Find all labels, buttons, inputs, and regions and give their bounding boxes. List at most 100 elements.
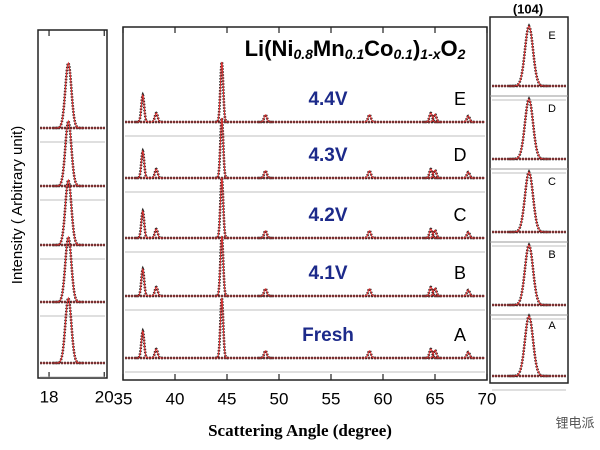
peak-observed	[149, 111, 164, 124]
title-part: Co	[364, 36, 393, 61]
peak-fit	[423, 348, 438, 359]
peak-fit	[135, 93, 150, 123]
peak-fit	[53, 61, 84, 129]
series-letter: C	[454, 205, 467, 225]
peak-observed	[135, 327, 150, 360]
peak-fit	[53, 178, 84, 246]
title-part: 2	[457, 46, 466, 62]
series-letter: E	[454, 89, 466, 109]
peak-observed	[214, 61, 229, 124]
panel-frame	[37, 29, 108, 379]
peak-fit	[509, 97, 549, 160]
panel-frame	[122, 26, 488, 381]
peak-fit	[362, 170, 377, 179]
peak-fit	[461, 115, 476, 123]
peak-observed	[135, 91, 150, 124]
peak-fit	[461, 289, 476, 297]
voltage-label: 4.1V	[308, 263, 347, 284]
peak-observed	[509, 96, 549, 161]
series-letter: B	[548, 249, 555, 261]
peak-fit	[135, 209, 150, 239]
peak-fit	[509, 170, 549, 233]
peak-fit	[214, 61, 229, 123]
voltage-label: 4.2V	[308, 205, 347, 226]
peak-observed	[509, 313, 549, 378]
peak-observed	[214, 297, 229, 360]
peak-observed	[214, 117, 229, 180]
series-letter: A	[454, 325, 466, 345]
peak-fit	[135, 267, 150, 297]
x-tick-label: 70	[478, 389, 497, 408]
peak-fit	[509, 243, 549, 306]
peak-observed	[214, 235, 229, 298]
x-tick-label: 18	[40, 387, 59, 406]
peak-fit	[258, 170, 273, 179]
peak-fit	[214, 297, 229, 359]
peak-fit	[258, 114, 273, 123]
peak-observed	[149, 285, 164, 298]
peak-fit	[362, 114, 377, 123]
panel-frame	[489, 16, 569, 384]
series-letter: C	[548, 176, 556, 188]
peak-observed	[53, 176, 84, 247]
peak-fit	[428, 169, 442, 179]
peak-fit	[53, 119, 84, 187]
peak-observed	[509, 23, 549, 88]
peak-fit	[149, 228, 164, 239]
x-axis-label: Scattering Angle (degree)	[208, 421, 392, 440]
peak-fit	[428, 113, 442, 123]
peak-observed	[135, 265, 150, 298]
peak-fit	[428, 229, 442, 239]
peak-fit	[149, 168, 164, 179]
peak-fit	[214, 235, 229, 297]
x-tick-label: 50	[270, 389, 289, 408]
x-tick-label: 40	[166, 389, 185, 408]
peak-fit	[149, 286, 164, 297]
title-part: 1-x	[420, 46, 441, 62]
peak-fit	[461, 231, 476, 239]
peak-observed	[53, 59, 84, 130]
peak-fit	[149, 112, 164, 123]
y-axis-label: Intensity ( Arbitrary unit)	[9, 126, 26, 284]
title-part: 0.1	[393, 46, 413, 62]
voltage-label: Fresh	[302, 325, 354, 346]
peak-fit	[214, 117, 229, 179]
peak-fit	[423, 112, 438, 123]
peak-observed	[135, 207, 150, 240]
peak-fit	[258, 288, 273, 297]
x-tick-label: 60	[374, 389, 393, 408]
title-part: 0.1	[345, 46, 365, 62]
peak-fit	[428, 349, 442, 359]
x-tick-label: 55	[322, 389, 341, 408]
x-tick-label: 35	[114, 389, 133, 408]
peak-observed	[149, 167, 164, 180]
panel-title: (104)	[513, 1, 543, 16]
series-letter: D	[548, 103, 556, 115]
series-letter: E	[548, 30, 555, 42]
series-letter: B	[454, 263, 466, 283]
peak-fit	[53, 296, 84, 364]
peak-fit	[258, 230, 273, 239]
watermark: 锂电派	[555, 415, 594, 430]
peak-observed	[135, 147, 150, 180]
peak-fit	[461, 351, 476, 359]
peak-fit	[362, 288, 377, 297]
peak-fit	[53, 235, 84, 303]
peak-observed	[214, 177, 229, 240]
peak-observed	[53, 294, 84, 365]
chart-title: Li(Ni0.8Mn0.1Co0.1)1-xO2	[245, 36, 466, 62]
peak-fit	[461, 171, 476, 179]
voltage-label: 4.3V	[308, 145, 347, 166]
peak-observed	[53, 233, 84, 304]
title-part: Mn	[313, 36, 345, 61]
x-tick-label: 45	[218, 389, 237, 408]
peak-fit	[149, 348, 164, 359]
series-letter: D	[454, 145, 467, 165]
peak-observed	[509, 169, 549, 234]
peak-observed	[509, 242, 549, 307]
peak-fit	[258, 350, 273, 359]
series-letter: A	[548, 320, 556, 332]
voltage-label: 4.4V	[308, 89, 347, 110]
peak-fit	[362, 350, 377, 359]
